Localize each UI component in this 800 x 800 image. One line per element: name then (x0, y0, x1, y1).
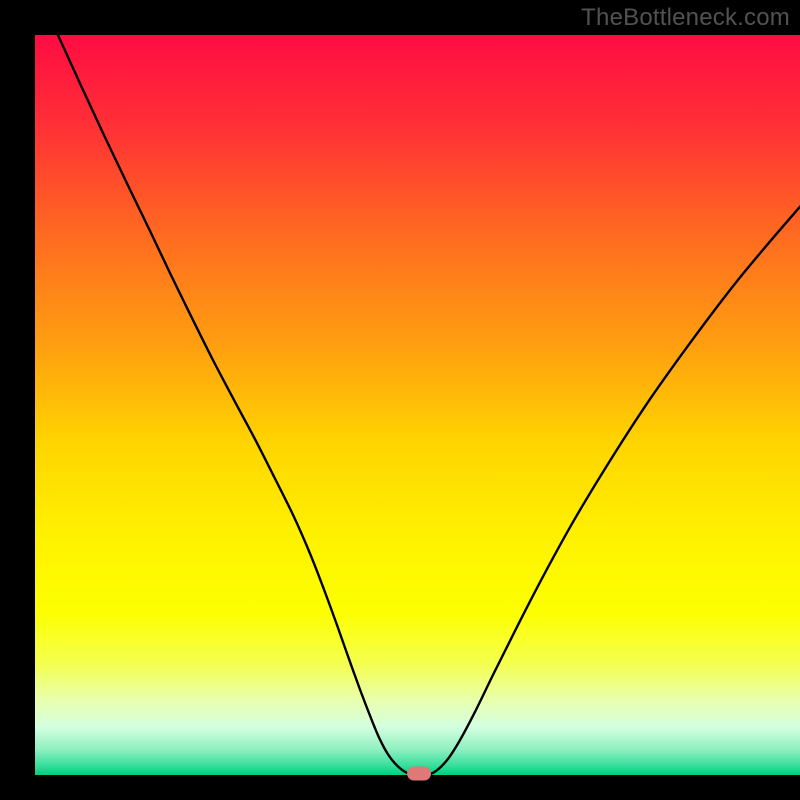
watermark-text: TheBottleneck.com (581, 4, 790, 32)
chart-svg (0, 0, 800, 800)
plot-background-gradient (35, 35, 800, 775)
markers-group (407, 767, 431, 781)
chart-container: TheBottleneck.com (0, 0, 800, 800)
min-marker (407, 767, 431, 781)
